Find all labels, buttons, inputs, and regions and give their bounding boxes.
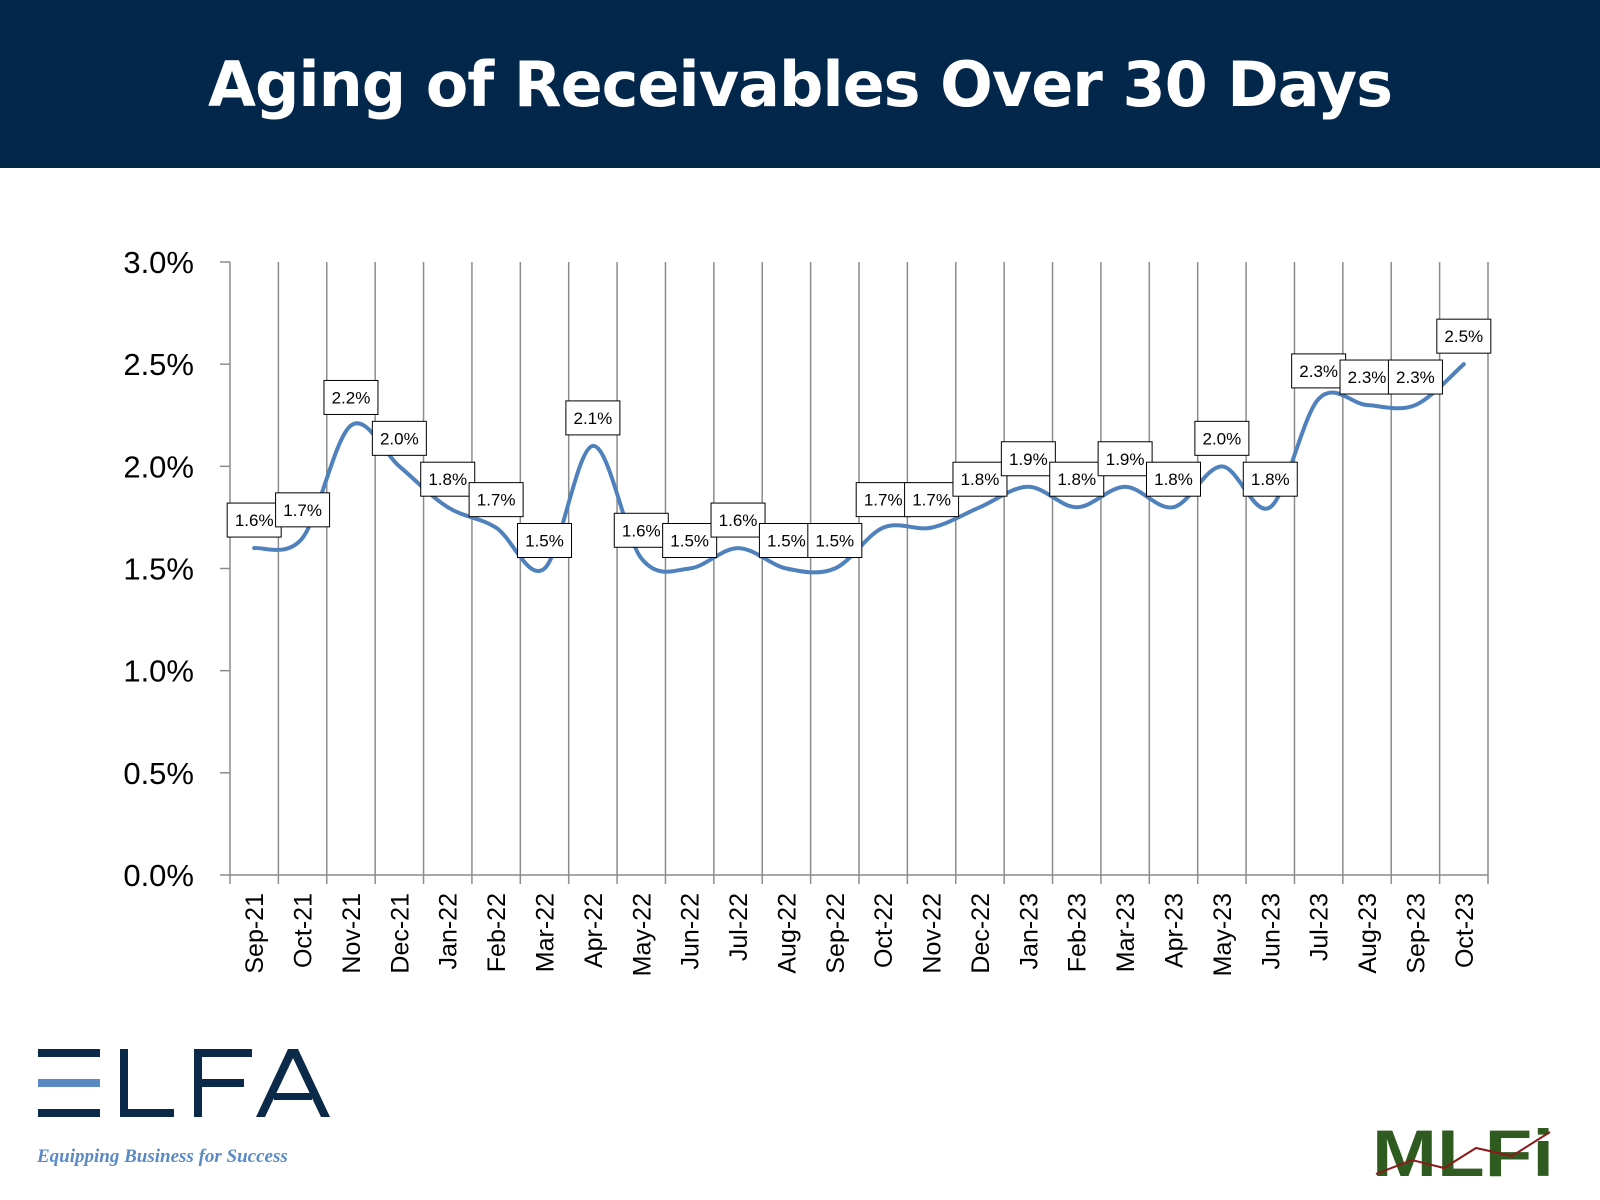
- x-tick-label: Dec-22: [967, 893, 995, 974]
- x-tick-label: Sep-21: [241, 893, 269, 974]
- x-tick-label: Apr-22: [580, 893, 608, 968]
- data-label-box: [226, 502, 282, 538]
- x-tick-label: Jan-23: [1015, 893, 1043, 969]
- data-label: 1.8%: [961, 470, 1000, 489]
- data-label-box: [275, 492, 331, 528]
- x-tick-label: Jun-22: [677, 893, 705, 969]
- data-label-box: [613, 512, 669, 548]
- mlfi-logo: MLFi: [1372, 1120, 1554, 1182]
- x-tick-label: May-23: [1209, 893, 1237, 976]
- data-label: 1.5%: [767, 532, 806, 551]
- data-label: 1.6%: [719, 511, 758, 530]
- series-line: [252, 362, 1466, 575]
- x-tick-label: Sep-22: [822, 893, 850, 974]
- data-label-box: [758, 523, 814, 558]
- data-label: 2.3%: [1348, 368, 1387, 387]
- data-label: 1.9%: [1009, 450, 1048, 469]
- x-tick-label: May-22: [628, 893, 656, 976]
- x-tick-label: Jun-23: [1257, 893, 1285, 969]
- data-label-box: [1049, 461, 1105, 497]
- x-tick-label: Oct-23: [1451, 893, 1479, 968]
- data-label: 1.8%: [1251, 470, 1290, 489]
- data-label: 1.5%: [525, 532, 564, 551]
- data-label-box: [1436, 318, 1492, 354]
- x-tick-label: Nov-21: [338, 893, 366, 974]
- svg-text:MLFi: MLFi: [1372, 1120, 1554, 1182]
- data-label-box: [1097, 441, 1153, 477]
- data-label: 1.8%: [1154, 470, 1193, 489]
- data-label: 1.8%: [1057, 470, 1096, 489]
- data-label-box: [1242, 461, 1298, 497]
- y-tick-label: 0.5%: [123, 756, 194, 791]
- data-label-box: [371, 420, 427, 456]
- data-label: 2.0%: [380, 429, 419, 448]
- x-tick-label: Jan-22: [435, 893, 463, 969]
- data-label: 1.7%: [864, 491, 903, 510]
- data-label-box: [855, 482, 911, 518]
- data-label-box: [420, 461, 476, 497]
- data-label: 1.6%: [622, 521, 661, 540]
- x-tick-label: Jul-23: [1306, 893, 1334, 961]
- data-label: 1.6%: [235, 511, 274, 530]
- data-label: 2.0%: [1203, 429, 1242, 448]
- data-label-box: [1339, 359, 1395, 395]
- x-tick-label: Mar-22: [532, 893, 560, 972]
- data-label-box: [904, 482, 960, 518]
- data-label-box: [662, 523, 718, 558]
- x-tick-label: Nov-22: [919, 893, 947, 974]
- data-label-box: [807, 523, 863, 558]
- x-tick-label: Oct-22: [870, 893, 898, 968]
- x-tick-label: Jul-22: [725, 893, 753, 961]
- data-label-box: [1000, 441, 1056, 477]
- data-label: 1.8%: [428, 470, 467, 489]
- x-tick-label: Oct-21: [290, 893, 318, 968]
- x-tick-label: Aug-23: [1354, 893, 1382, 974]
- data-label-box: [952, 461, 1008, 497]
- data-label: 2.3%: [1396, 368, 1435, 387]
- data-label: 1.9%: [1106, 450, 1145, 469]
- x-tick-label: Dec-21: [386, 893, 414, 974]
- x-tick-label: Mar-23: [1112, 893, 1140, 972]
- x-tick-label: Feb-23: [1064, 893, 1092, 972]
- x-tick-label: Apr-23: [1161, 893, 1189, 968]
- y-tick-label: 1.0%: [123, 654, 194, 689]
- data-label: 2.1%: [574, 409, 613, 428]
- data-label-box: [1291, 353, 1347, 389]
- data-label-box: [323, 379, 379, 415]
- elfa-tagline: Equipping Business for Success: [37, 1146, 288, 1167]
- data-label: 1.7%: [912, 491, 951, 510]
- data-label-box: [1194, 420, 1250, 456]
- data-label-box: [517, 523, 572, 558]
- data-label: 2.5%: [1444, 327, 1483, 346]
- x-tick-label: Feb-22: [483, 893, 511, 972]
- y-tick-label: 2.5%: [123, 347, 194, 382]
- data-label-box: [710, 502, 766, 538]
- data-label: 2.3%: [1299, 362, 1338, 381]
- page-title: Aging of Receivables Over 30 Days: [207, 47, 1393, 121]
- x-tick-label: Sep-23: [1402, 893, 1430, 974]
- data-label-box: [565, 400, 621, 436]
- title-banner: Aging of Receivables Over 30 Days: [0, 0, 1600, 168]
- data-label: 1.7%: [477, 491, 516, 510]
- x-tick-label: Aug-22: [773, 893, 801, 974]
- y-tick-label: 1.5%: [123, 552, 194, 587]
- line-chart: 0.0% 0.5% 1.0% 1.5% 2.0% 2.5% 3.0% Sep-21 Oct-21…: [123, 245, 1492, 976]
- data-label: 1.7%: [283, 501, 322, 520]
- data-label: 1.5%: [815, 532, 854, 551]
- data-label-box: [1146, 461, 1201, 497]
- y-tick-label: 0.0%: [123, 858, 194, 893]
- data-label-box: [1387, 359, 1443, 395]
- data-label-box: [468, 482, 524, 518]
- data-label: 1.5%: [670, 532, 709, 551]
- y-tick-label: 3.0%: [123, 245, 194, 280]
- y-tick-label: 2.0%: [123, 449, 194, 484]
- data-label: 2.2%: [332, 388, 371, 407]
- elfa-logo: [38, 1049, 330, 1117]
